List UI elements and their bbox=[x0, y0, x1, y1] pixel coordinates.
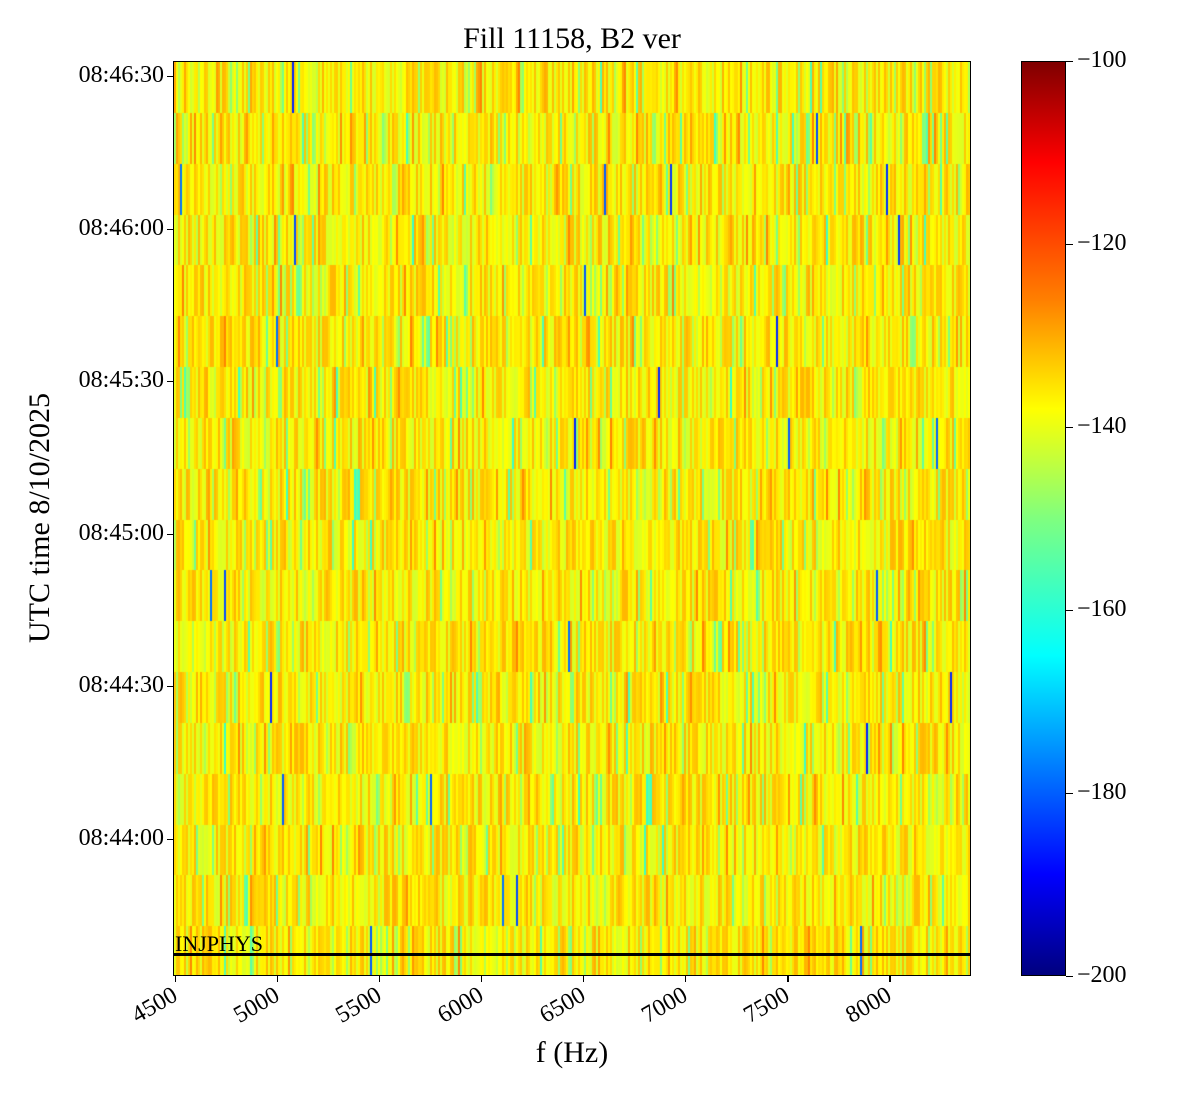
colorbar-tick-label: −120 bbox=[1077, 230, 1127, 256]
colorbar-tick-mark bbox=[1066, 244, 1073, 246]
y-tick-mark bbox=[167, 381, 173, 383]
x-axis-label: f (Hz) bbox=[535, 1036, 609, 1069]
y-axis-label: UTC time 8/10/2025 bbox=[23, 393, 56, 643]
x-tick-label: 5000 bbox=[229, 982, 285, 1029]
x-tick-mark bbox=[481, 976, 483, 982]
x-tick-label: 7500 bbox=[739, 982, 795, 1029]
y-tick-label: 08:45:00 bbox=[78, 519, 164, 546]
y-tick-label: 08:44:30 bbox=[78, 672, 164, 699]
y-tick-label: 08:46:30 bbox=[78, 62, 164, 89]
x-tick-mark bbox=[787, 976, 789, 982]
x-tick-label: 7000 bbox=[637, 982, 693, 1029]
colorbar-tick-label: −180 bbox=[1077, 779, 1127, 805]
y-tick-mark bbox=[167, 686, 173, 688]
x-tick-label: 8000 bbox=[841, 982, 897, 1029]
y-tick-mark bbox=[167, 228, 173, 230]
injphys-marker-line bbox=[174, 953, 970, 957]
plot-area: INJPHYS bbox=[173, 61, 971, 976]
x-tick-mark bbox=[277, 976, 279, 982]
y-tick-mark bbox=[167, 76, 173, 78]
colorbar-tick-label: −140 bbox=[1077, 413, 1127, 439]
colorbar-tick-mark bbox=[1066, 610, 1073, 612]
colorbar-tick-mark bbox=[1066, 793, 1073, 795]
colorbar-tick-label: −100 bbox=[1077, 47, 1127, 73]
x-tick-mark bbox=[685, 976, 687, 982]
injphys-label: INJPHYS bbox=[175, 931, 264, 957]
x-tick-mark bbox=[175, 976, 177, 982]
colorbar bbox=[1021, 61, 1066, 976]
colorbar-tick-mark bbox=[1066, 427, 1073, 429]
x-tick-mark bbox=[379, 976, 381, 982]
colorbar-tick-mark bbox=[1066, 61, 1073, 63]
y-tick-label: 08:44:00 bbox=[78, 824, 164, 851]
colorbar-tick-label: −160 bbox=[1077, 596, 1127, 622]
spectrogram-heatmap bbox=[174, 62, 970, 975]
y-tick-mark bbox=[167, 838, 173, 840]
x-tick-label: 6000 bbox=[433, 982, 489, 1029]
colorbar-tick-label: −200 bbox=[1077, 962, 1127, 988]
x-tick-label: 4500 bbox=[127, 982, 183, 1029]
y-tick-mark bbox=[167, 533, 173, 535]
colorbar-tick-mark bbox=[1066, 976, 1073, 978]
x-tick-mark bbox=[889, 976, 891, 982]
y-tick-label: 08:46:00 bbox=[78, 214, 164, 241]
chart-title: Fill 11158, B2 ver bbox=[463, 22, 681, 55]
x-tick-mark bbox=[583, 976, 585, 982]
x-tick-label: 5500 bbox=[331, 982, 387, 1029]
y-tick-label: 08:45:30 bbox=[78, 367, 164, 394]
x-tick-label: 6500 bbox=[535, 982, 591, 1029]
